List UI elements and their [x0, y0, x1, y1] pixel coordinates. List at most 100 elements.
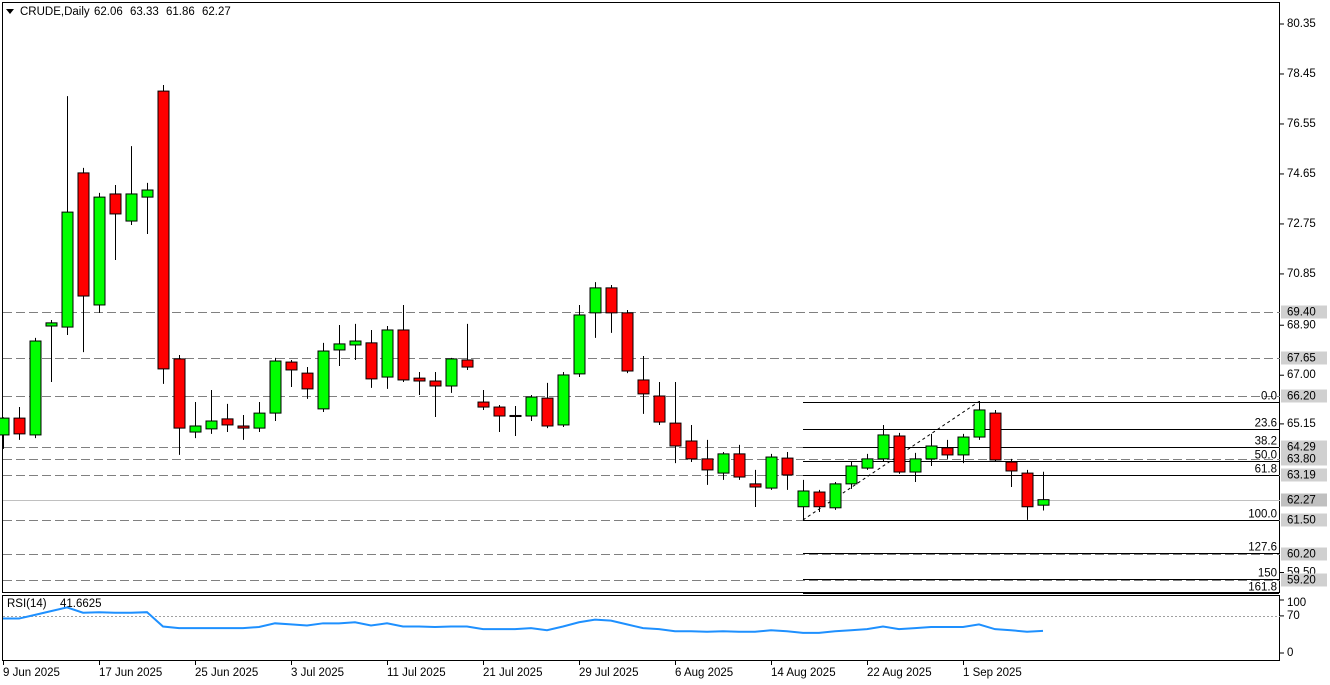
- candle-body: [941, 447, 954, 456]
- fib-label: 150: [1258, 568, 1277, 580]
- candle-body: [669, 422, 682, 447]
- level-label: 69.40: [1287, 307, 1316, 319]
- level-label: 63.19: [1287, 470, 1316, 482]
- fib-label: 161.8: [1248, 582, 1277, 594]
- fib-label: 38.2: [1255, 436, 1277, 448]
- candle-body: [317, 350, 330, 410]
- candle-body: [541, 397, 554, 427]
- candle-body: [77, 172, 90, 297]
- close-value: 62.27: [202, 6, 231, 18]
- fib-trend: [802, 401, 980, 521]
- candle-body: [109, 193, 122, 215]
- rsi-tick-label: 100: [1287, 597, 1306, 609]
- candle-body: [1037, 499, 1050, 506]
- x-tick-label: 22 Aug 2025: [867, 667, 932, 679]
- x-tick-label: 6 Aug 2025: [675, 667, 733, 679]
- x-tick-label: 11 Jul 2025: [387, 667, 446, 679]
- candle-body: [733, 453, 746, 478]
- candle-body: [637, 379, 650, 395]
- level-label: 64.29: [1287, 442, 1316, 454]
- x-tick-label: 9 Jun 2025: [3, 667, 60, 679]
- y-tick-label: 76.55: [1287, 118, 1316, 130]
- candle-body: [221, 418, 234, 426]
- candle-body: [781, 457, 794, 476]
- x-tick-label: 29 Jul 2025: [579, 667, 638, 679]
- level-label: 63.80: [1287, 454, 1316, 466]
- candle-body: [461, 359, 474, 368]
- candle-body: [397, 329, 410, 381]
- main-panel: [2, 2, 1280, 593]
- level-label: 67.65: [1287, 353, 1316, 365]
- level-label: 60.20: [1287, 549, 1316, 561]
- candle-body: [989, 412, 1002, 461]
- candle-body: [957, 436, 970, 456]
- fib-label: 23.6: [1255, 418, 1277, 430]
- candle-body: [429, 380, 442, 387]
- candle-body: [301, 372, 314, 390]
- level-label-box: [1281, 440, 1327, 454]
- rsi-tick-label: 70: [1287, 610, 1300, 622]
- x-tick-label: 21 Jul 2025: [483, 667, 542, 679]
- candle-body: [141, 189, 154, 198]
- candle-body: [253, 412, 266, 429]
- candle-body: [813, 491, 826, 508]
- x-tick-label: 1 Sep 2025: [963, 667, 1022, 679]
- y-tick-label: 70.85: [1287, 268, 1316, 280]
- level-label-box: [1281, 513, 1327, 527]
- candle-body: [589, 287, 602, 314]
- candle-body: [829, 483, 842, 509]
- candle-body: [509, 414, 522, 418]
- candle-body: [445, 358, 458, 387]
- level-label-box: [1281, 452, 1327, 466]
- candle-body: [717, 453, 730, 474]
- candle-body: [125, 193, 138, 222]
- level-label-box: [1281, 351, 1327, 365]
- candle-body: [45, 322, 58, 327]
- level-label: 61.50: [1287, 515, 1316, 527]
- rsi-tick-label: 0: [1287, 647, 1293, 659]
- fib-label: 50.0: [1255, 450, 1277, 462]
- candle-body: [861, 458, 874, 469]
- candle-body: [29, 340, 42, 436]
- level-label-box: [1281, 305, 1327, 319]
- rsi-title: RSI(14): [7, 598, 47, 610]
- candle-body: [93, 196, 106, 306]
- level-label-box: [1281, 547, 1327, 561]
- candle-body: [973, 409, 986, 438]
- y-tick-label: 68.90: [1287, 319, 1316, 331]
- candle-body: [1021, 472, 1034, 508]
- candle-body: [477, 401, 490, 408]
- candle-body: [285, 361, 298, 371]
- candle-body: [797, 490, 810, 508]
- candle-body: [1005, 461, 1018, 472]
- low-value: 61.86: [166, 6, 195, 18]
- candle-body: [173, 358, 186, 429]
- candle-body: [685, 440, 698, 460]
- candle-body: [381, 329, 394, 378]
- candle-body: [909, 458, 922, 473]
- candle-body: [605, 287, 618, 314]
- fib-label: 100.0: [1248, 509, 1277, 521]
- candle-body: [365, 342, 378, 380]
- x-tick-label: 14 Aug 2025: [771, 667, 836, 679]
- candle-body: [525, 396, 538, 417]
- menu-arrow[interactable]: [6, 9, 14, 14]
- candle-body: [237, 425, 250, 429]
- y-tick-label: 72.75: [1287, 218, 1316, 230]
- candle-body: [205, 420, 218, 430]
- level-label: 59.20: [1287, 575, 1316, 587]
- candle-body: [61, 211, 74, 328]
- level-label-box: [1281, 573, 1327, 587]
- candle-body: [749, 483, 762, 488]
- candle-body: [701, 458, 714, 471]
- y-tick-label: 65.15: [1287, 418, 1316, 430]
- candle-body: [893, 435, 906, 473]
- candle-body: [333, 343, 346, 351]
- high-value: 63.33: [130, 6, 159, 18]
- candle-body: [493, 406, 506, 417]
- candle-body: [925, 445, 938, 460]
- candle-body: [157, 90, 170, 370]
- rsi-panel: [2, 595, 1280, 661]
